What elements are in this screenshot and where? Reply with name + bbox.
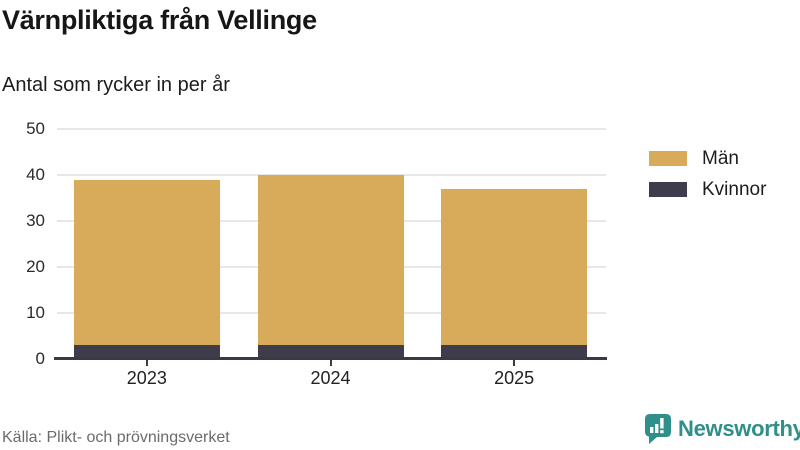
bar-segment-män-2024 (257, 175, 404, 346)
y-axis-label-30: 30 (26, 211, 45, 230)
x-axis-tick-2024 (329, 360, 332, 366)
y-axis-label-40: 40 (26, 165, 45, 184)
x-axis-line (54, 357, 607, 360)
y-axis-label-0: 0 (35, 349, 45, 368)
chart-title: Värnpliktiga från Vellinge (2, 5, 317, 35)
newsworthy-wordmark: Newsworthy (678, 416, 800, 441)
legend-label-män: Män (702, 148, 739, 169)
x-axis-label-2024: 2024 (310, 368, 351, 388)
bar-segment-män-2023 (73, 179, 220, 346)
legend: Män Kvinnor (649, 149, 766, 211)
gridline-50 (57, 128, 606, 131)
plot-area (55, 128, 606, 359)
newsworthy-logo: Newsworthy (645, 414, 800, 444)
x-axis-label-2023: 2023 (126, 368, 167, 388)
x-axis-tick-2023 (145, 360, 148, 366)
legend-swatch-kvinnor (649, 182, 687, 197)
newsworthy-chart-bubble-icon (645, 414, 671, 444)
x-axis-tick-2025 (513, 360, 516, 366)
y-axis-label-20: 20 (26, 257, 45, 276)
gridline-40 (57, 174, 606, 176)
source-text: Källa: Plikt- och prövningsverket (2, 429, 230, 446)
x-axis-label-2025: 2025 (494, 368, 535, 388)
legend-swatch-män (649, 151, 687, 166)
y-axis-label-10: 10 (26, 303, 45, 322)
bar-segment-kvinnor-2023 (73, 345, 220, 359)
bar-segment-kvinnor-2025 (441, 345, 588, 359)
legend-label-kvinnor: Kvinnor (702, 179, 767, 200)
y-axis-label-50: 50 (26, 119, 45, 138)
bar-segment-män-2025 (441, 188, 588, 346)
legend-item-män: Män (649, 149, 766, 168)
legend-item-kvinnor: Kvinnor (649, 180, 766, 199)
bar-segment-kvinnor-2024 (257, 345, 404, 359)
chart-subtitle: Antal som rycker in per år (2, 74, 230, 96)
